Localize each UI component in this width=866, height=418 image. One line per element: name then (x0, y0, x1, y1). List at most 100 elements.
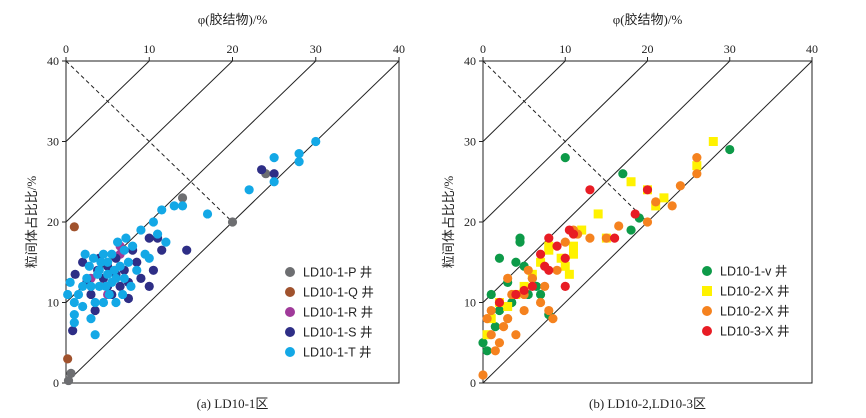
data-point (535, 297, 546, 308)
data-point (568, 249, 578, 259)
data-point (511, 257, 521, 267)
data-point (169, 201, 179, 211)
y-tick-label: 20 (47, 215, 59, 229)
x-tick-label: 20 (227, 42, 239, 56)
data-point (98, 297, 109, 308)
data-point (69, 222, 79, 232)
data-point (136, 273, 146, 283)
data-point (70, 269, 80, 279)
data-point (121, 233, 131, 243)
y-tick-label: 30 (47, 135, 59, 149)
legend: LD10-1-P 井 LD10-1-Q 井 LD10-1-R 井 LD10-1-S 井… (285, 266, 374, 360)
data-point (136, 225, 146, 235)
legend-label: LD10-1-T 井 (303, 346, 372, 360)
data-point (244, 185, 254, 195)
data-point (86, 314, 96, 324)
data-point (177, 201, 188, 211)
data-point (536, 257, 546, 267)
data-point (560, 261, 570, 271)
data-point (119, 273, 129, 283)
data-point (111, 273, 121, 283)
y-tick-label: 10 (464, 296, 476, 310)
x-tick-label: 40 (806, 42, 818, 56)
legend-marker (702, 286, 712, 296)
data-point (128, 241, 138, 251)
x-tick-label: 30 (310, 42, 322, 56)
data-point (692, 161, 702, 171)
data-point (544, 241, 554, 251)
data-point (294, 157, 304, 167)
y-tick-label: 0 (53, 376, 59, 390)
data-point (490, 322, 500, 332)
data-point (585, 233, 595, 243)
legend-marker (285, 327, 295, 337)
data-point (88, 253, 99, 263)
data-point (118, 289, 128, 300)
data-point (148, 265, 159, 275)
data-point (568, 229, 579, 239)
data-point (503, 314, 513, 324)
data-point (182, 245, 192, 255)
data-point (667, 201, 677, 211)
y-tick-label: 10 (47, 296, 59, 310)
data-point (66, 368, 76, 378)
data-point (132, 257, 142, 267)
chart-caption: (b) LD10-2,LD10-3区 (589, 396, 706, 411)
data-point (486, 289, 496, 300)
legend-marker (702, 326, 712, 336)
data-point (94, 281, 104, 291)
data-point (560, 237, 570, 247)
data-point (577, 225, 587, 235)
data-point (86, 289, 96, 300)
data-point (692, 153, 702, 163)
data-point (642, 185, 653, 195)
data-point (257, 165, 267, 175)
data-point (478, 338, 488, 348)
data-point (269, 153, 279, 163)
data-point (94, 265, 104, 275)
data-point (161, 237, 171, 247)
data-point (494, 297, 505, 308)
data-point (725, 144, 735, 155)
data-point (132, 265, 142, 275)
data-point (552, 241, 562, 251)
data-point (527, 273, 537, 283)
data-point (511, 289, 521, 300)
dashed-line (483, 61, 648, 223)
data-point (544, 233, 554, 243)
data-point (527, 281, 537, 291)
data-point (626, 225, 636, 235)
data-point (523, 265, 533, 275)
data-point (126, 281, 136, 291)
data-point (486, 330, 496, 340)
data-point (78, 281, 88, 291)
data-point (103, 257, 113, 267)
data-point (535, 249, 546, 259)
data-point (82, 273, 92, 283)
x-axis-title: φ(胶结物)/% (198, 12, 268, 27)
data-point (123, 257, 134, 267)
data-point (152, 229, 163, 239)
data-point (614, 221, 624, 231)
data-point (642, 217, 653, 227)
data-point (86, 281, 96, 291)
series-4 (63, 136, 321, 340)
data-point (63, 289, 73, 300)
data-point (560, 253, 570, 263)
data-point (511, 330, 521, 340)
legend-label: LD10-1-v 井 (720, 265, 787, 279)
data-point (568, 241, 578, 251)
data-point (98, 249, 109, 259)
data-point (544, 265, 554, 275)
data-point (115, 281, 125, 291)
data-point (482, 346, 492, 356)
data-point (202, 209, 213, 219)
data-point (69, 309, 79, 320)
data-point (294, 148, 304, 159)
data-point (503, 302, 513, 312)
data-point (585, 185, 595, 195)
legend-label: LD10-2-X 井 (720, 285, 789, 299)
data-point (107, 249, 117, 259)
data-point (78, 301, 88, 312)
data-point (65, 277, 75, 287)
